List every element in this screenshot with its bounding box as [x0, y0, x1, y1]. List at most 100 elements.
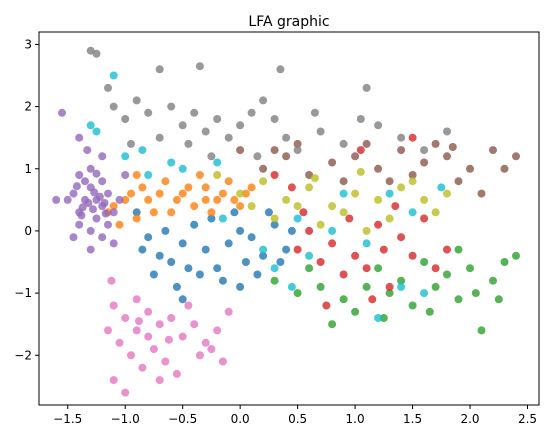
data-point-s1-15 — [149, 208, 158, 217]
data-point-s5-9 — [431, 139, 440, 148]
data-point-s8-12 — [339, 208, 348, 217]
data-point-s4-5 — [104, 189, 112, 198]
data-point-s6-29 — [164, 335, 173, 344]
data-point-s5-19 — [293, 139, 302, 148]
data-point-s5-23 — [448, 143, 457, 151]
y-tick-label: 2 — [24, 100, 32, 114]
data-point-s5-15 — [454, 177, 463, 186]
data-point-s7-17 — [236, 121, 245, 130]
y-tick-label: 0 — [24, 224, 32, 238]
data-point-s8-7 — [420, 195, 429, 204]
data-point-s5-12 — [282, 152, 291, 161]
data-point-s7-24 — [339, 139, 348, 148]
data-point-s1-26 — [201, 195, 210, 204]
data-point-s3-23 — [379, 245, 388, 254]
data-point-s6-24 — [107, 276, 116, 285]
data-point-s9-23 — [218, 214, 227, 223]
data-point-s8-20 — [310, 174, 319, 183]
data-point-s8-19 — [431, 208, 440, 217]
data-point-s0-27 — [264, 208, 273, 217]
data-point-s9-12 — [270, 264, 279, 273]
data-point-s7-3 — [195, 62, 204, 71]
data-point-s4-3 — [92, 214, 101, 223]
data-point-s9-7 — [293, 214, 302, 223]
data-point-s7-32 — [207, 152, 216, 161]
data-point-s6-13 — [190, 320, 199, 329]
data-point-s2-3 — [443, 270, 451, 279]
data-point-s7-11 — [167, 102, 176, 111]
data-point-s7-26 — [397, 133, 406, 142]
data-point-s2-23 — [305, 264, 314, 273]
y-axis: −2 −1 0 1 2 3 — [14, 37, 39, 362]
data-point-s0-20 — [207, 214, 216, 223]
data-point-s7-5 — [362, 83, 371, 92]
data-point-s7-10 — [144, 108, 153, 117]
data-point-s8-15 — [213, 171, 222, 179]
data-point-s3-4 — [397, 233, 406, 242]
data-point-s0-21 — [253, 270, 262, 279]
data-point-s7-21 — [282, 133, 291, 142]
data-point-s3-12 — [408, 251, 417, 260]
data-point-s4-23 — [100, 199, 109, 207]
data-point-s4-17 — [115, 195, 124, 204]
data-point-s7-7 — [109, 102, 118, 111]
data-point-s2-19 — [328, 320, 337, 329]
data-point-s2-11 — [362, 282, 371, 291]
data-point-s7-13 — [190, 108, 199, 117]
x-tick-label: −0.5 — [168, 412, 197, 426]
data-point-s8-8 — [443, 189, 451, 198]
data-point-s2-14 — [293, 289, 302, 298]
data-point-s6-16 — [224, 307, 233, 316]
data-point-s1-23 — [247, 183, 256, 192]
data-point-s8-10 — [293, 202, 302, 211]
data-point-s6-20 — [104, 326, 112, 335]
data-point-s6-25 — [155, 376, 164, 385]
data-point-s6-19 — [132, 295, 141, 304]
data-point-s4-26 — [75, 133, 84, 142]
data-point-s3-22 — [270, 171, 279, 179]
data-point-s9-22 — [287, 282, 296, 291]
data-point-s6-27 — [218, 357, 227, 366]
data-point-s2-0 — [374, 264, 383, 273]
data-point-s1-6 — [178, 189, 187, 198]
data-point-s1-12 — [115, 220, 124, 229]
data-point-s9-2 — [109, 71, 118, 80]
y-tick-label: −2 — [14, 348, 32, 362]
data-point-s8-13 — [362, 226, 371, 235]
data-point-s0-10 — [247, 233, 256, 242]
data-point-s6-9 — [121, 388, 130, 397]
data-point-s1-17 — [172, 195, 181, 204]
data-point-s7-16 — [224, 133, 233, 142]
data-point-s2-15 — [270, 276, 279, 285]
data-point-s2-18 — [351, 307, 360, 316]
data-point-s9-0 — [86, 121, 95, 130]
x-tick-label: 1.5 — [403, 412, 422, 426]
data-point-s8-17 — [408, 177, 417, 186]
data-point-s1-3 — [144, 195, 153, 204]
data-point-s4-6 — [69, 189, 78, 198]
data-point-s7-4 — [276, 65, 285, 74]
data-point-s7-1 — [92, 49, 101, 58]
data-point-s9-21 — [374, 314, 383, 322]
data-point-s1-5 — [167, 208, 176, 217]
data-point-s5-13 — [259, 164, 268, 173]
data-point-s1-19 — [195, 171, 204, 179]
data-point-s2-25 — [494, 295, 503, 304]
data-point-s5-5 — [466, 164, 474, 173]
data-point-s1-2 — [132, 214, 141, 223]
data-point-s0-2 — [155, 251, 164, 260]
data-point-s0-14 — [172, 282, 181, 291]
data-point-s6-2 — [132, 326, 141, 335]
data-point-s3-16 — [431, 264, 440, 273]
data-point-s3-13 — [299, 208, 308, 217]
data-point-s2-9 — [408, 301, 417, 310]
data-point-s6-10 — [149, 345, 158, 354]
data-point-s1-7 — [190, 202, 199, 211]
data-point-s8-18 — [247, 202, 256, 211]
data-point-s7-6 — [104, 83, 112, 92]
data-point-s4-33 — [78, 203, 87, 212]
data-point-s2-16 — [477, 326, 486, 335]
data-point-s5-21 — [362, 139, 371, 148]
data-point-s3-21 — [356, 146, 365, 155]
data-point-s4-31 — [86, 245, 95, 254]
